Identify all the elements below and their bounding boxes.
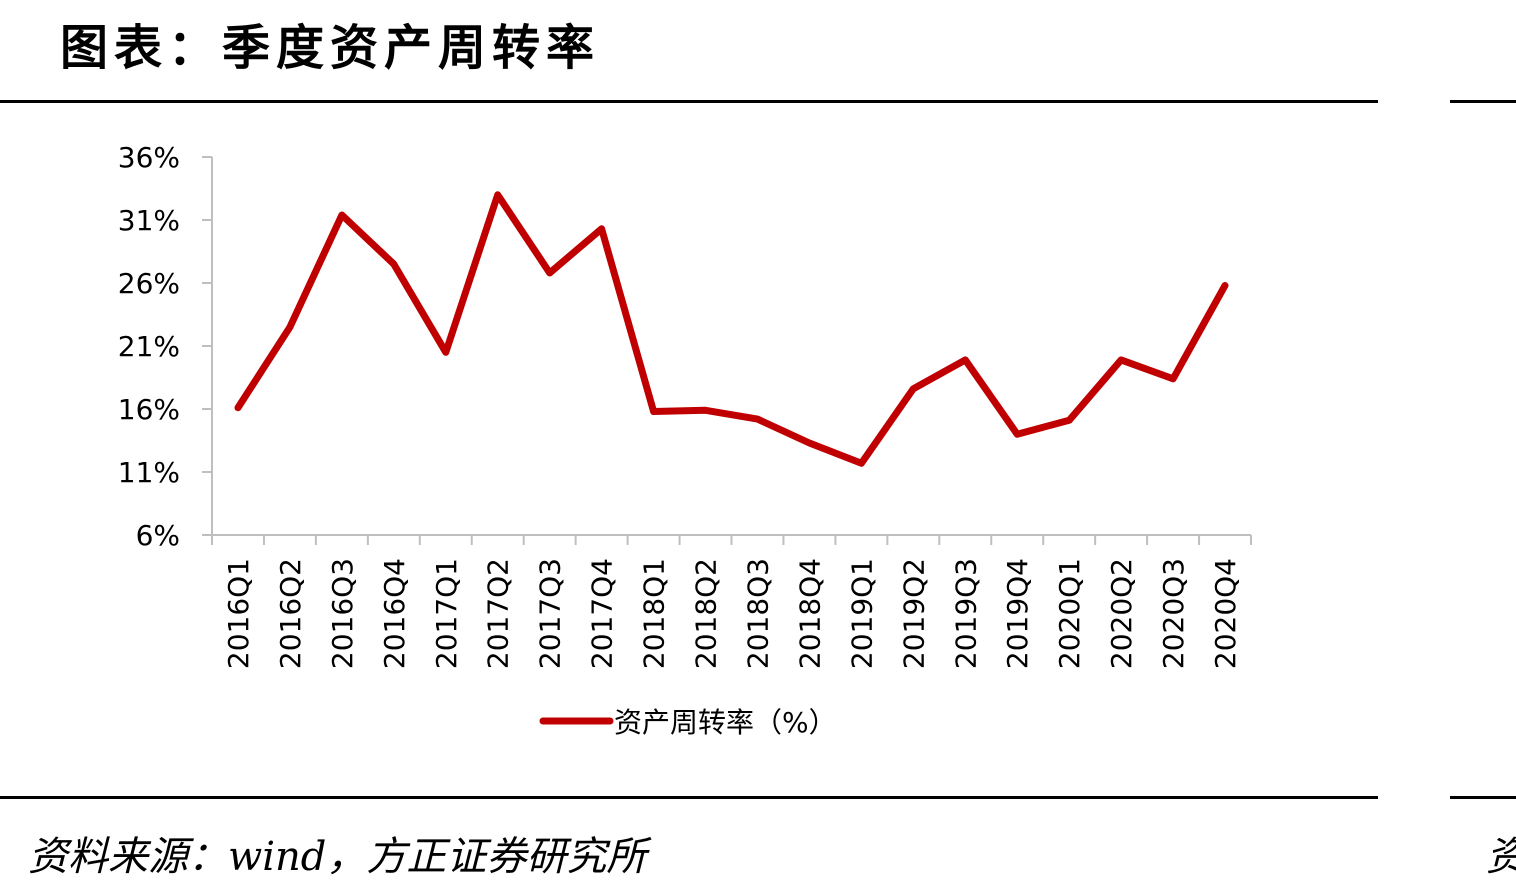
- x-axis-ticks: 2016Q1 2016Q2 2016Q3 2016Q4 2017Q1 2017Q2 2017…: [211, 535, 1252, 669]
- data-point: [1172, 378, 1174, 380]
- data-point: [289, 326, 291, 328]
- legend-label: 资产周转率（%）: [614, 706, 837, 739]
- x-tick-label: 2018Q2: [690, 558, 723, 669]
- x-tick-label: 2017Q3: [534, 558, 567, 669]
- x-tick-label: 2017Q2: [482, 558, 515, 669]
- x-tick-label: 2018Q1: [638, 558, 671, 669]
- data-point: [964, 359, 966, 361]
- data-point: [705, 409, 707, 411]
- y-tick-label: 21%: [118, 330, 180, 363]
- data-point: [445, 351, 447, 353]
- data-point: [497, 194, 499, 196]
- y-tick-label: 26%: [118, 267, 180, 300]
- x-tick-label: 2016Q4: [378, 558, 411, 669]
- x-tick-label: 2016Q3: [326, 558, 359, 669]
- data-point: [601, 228, 603, 230]
- data-point: [1224, 285, 1226, 287]
- x-tick-label: 2018Q3: [741, 558, 774, 669]
- data-point: [1016, 433, 1018, 435]
- x-tick-label: 2016Q2: [274, 558, 307, 669]
- x-tick-label: 2020Q4: [1209, 558, 1242, 669]
- data-point: [393, 263, 395, 265]
- x-tick-label: 2019Q1: [845, 558, 878, 669]
- x-tick-label: 2019Q4: [1001, 558, 1034, 669]
- chart-series: [234, 191, 1229, 467]
- y-tick-label: 6%: [136, 519, 180, 552]
- data-point: [1120, 359, 1122, 361]
- source-note: 资料来源：wind，方正证券研究所: [28, 834, 647, 880]
- x-tick-label: 2017Q4: [586, 558, 619, 669]
- data-point: [341, 214, 343, 216]
- data-point: [1068, 419, 1070, 421]
- data-point: [549, 272, 551, 274]
- series-line-asset-turnover: [234, 191, 1229, 467]
- data-point: [237, 407, 239, 409]
- page-title: 图表：季度资产周转率: [60, 20, 601, 76]
- top-divider: [0, 100, 1378, 103]
- data-point: [756, 418, 758, 420]
- bottom-divider-right: [1450, 796, 1516, 799]
- y-tick-label: 36%: [118, 141, 180, 174]
- chart-legend: 资产周转率（%）: [539, 706, 837, 739]
- y-tick-label: 16%: [118, 393, 180, 426]
- x-tick-label: 2018Q4: [793, 558, 826, 669]
- x-tick-label: 2017Q1: [430, 558, 463, 669]
- y-tick-label: 11%: [118, 456, 180, 489]
- source-note-right-fragment: 资: [1486, 824, 1516, 882]
- y-tick-label: 31%: [118, 204, 180, 237]
- x-tick-label: 2019Q3: [949, 558, 982, 669]
- data-point: [653, 411, 655, 413]
- data-point: [860, 462, 862, 464]
- x-tick-label: 2019Q2: [897, 558, 930, 669]
- x-tick-label: 2016Q1: [222, 558, 255, 669]
- y-axis-ticks: 6% 11% 16% 21% 26% 31% 36%: [118, 141, 212, 552]
- x-tick-label: 2020Q1: [1053, 558, 1086, 669]
- top-divider-right: [1450, 100, 1516, 103]
- x-tick-label: 2020Q3: [1157, 558, 1190, 669]
- bottom-divider: [0, 796, 1378, 799]
- data-point: [808, 442, 810, 444]
- x-tick-label: 2020Q2: [1105, 558, 1138, 669]
- chart-axes: [211, 157, 1251, 536]
- data-point: [912, 388, 914, 390]
